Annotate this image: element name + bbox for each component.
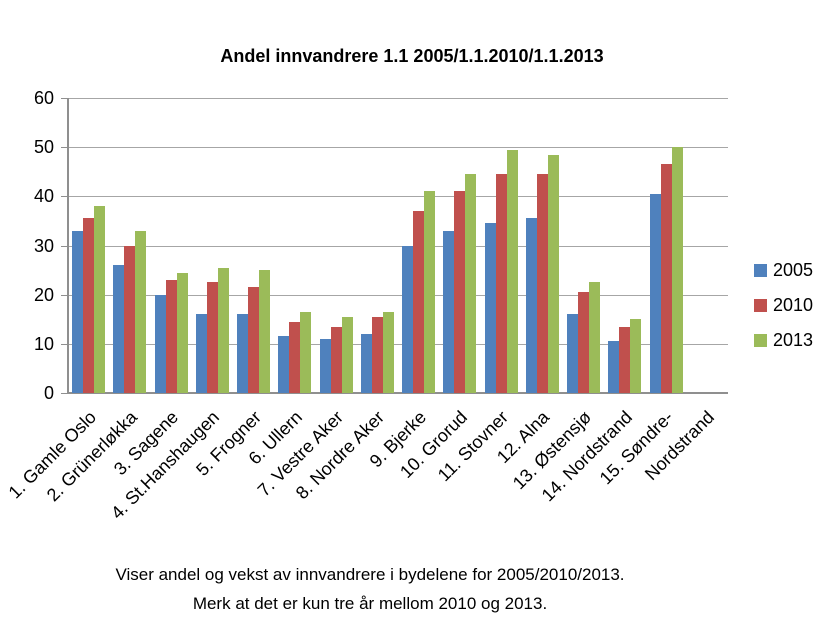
bar-2010-11-stovner	[495, 174, 507, 393]
bar-2005-10-grorud	[443, 230, 455, 393]
bar-2013-3-sagene	[176, 272, 188, 393]
bar-2010-15-søndre	[660, 164, 672, 393]
y-axis-tick-label: 60	[33, 88, 54, 108]
chart-caption: Viser andel og vekst av innvandrere i by…	[0, 560, 740, 618]
bar-2013-13-østensjø	[589, 282, 601, 393]
bar-2005-6-ullern	[278, 336, 290, 393]
gridline-40	[68, 196, 728, 198]
bar-2010-8-nordre-aker	[371, 316, 383, 393]
bar-2013-8-nordre-aker	[382, 311, 394, 393]
bar-2010-1-gamle-oslo	[83, 218, 95, 393]
legend-item-2013: 2013	[754, 330, 813, 350]
bar-2013-14-nordstrand	[630, 319, 642, 393]
gridline-60	[68, 98, 728, 99]
chart-title: Andel innvandrere 1.1 2005/1.1.2010/1.1.…	[220, 46, 604, 66]
legend-label-2013: 2013	[773, 330, 814, 350]
gridline-20	[68, 294, 728, 296]
bar-2005-2-grünerløkka	[113, 265, 125, 393]
y-axis-tick-label: 30	[33, 235, 54, 256]
bar-2005-7-vestre-aker	[319, 338, 331, 393]
y-axis-tick-mark	[61, 294, 68, 296]
bar-2010-5-frogner	[248, 287, 260, 393]
bar-2013-11-stovner	[506, 149, 518, 393]
y-axis-tick-mark	[61, 393, 68, 394]
y-axis-tick-label: 0	[43, 383, 54, 403]
bar-2010-14-nordstrand	[619, 326, 631, 393]
bar-2005-12-alna	[525, 218, 537, 393]
bar-2005-15-søndre	[649, 193, 661, 393]
y-axis-tick-mark	[61, 196, 68, 198]
bar-2005-4-st-hanshaugen	[195, 314, 207, 393]
caption-line-1: Viser andel og vekst av innvandrere i by…	[115, 565, 625, 584]
bar-2005-3-sagene	[154, 294, 166, 393]
bar-2010-7-vestre-aker	[330, 326, 342, 393]
y-axis-tick-mark	[61, 343, 68, 345]
legend-item-2005: 2005	[754, 260, 813, 280]
bar-2013-12-alna	[547, 154, 559, 393]
bar-2010-13-østensjø	[578, 292, 590, 393]
gridline-10	[68, 343, 728, 345]
bar-2013-7-vestre-aker	[341, 316, 353, 393]
bar-2013-6-ullern	[300, 311, 312, 393]
bar-2010-3-sagene	[165, 279, 177, 393]
y-axis-tick-label: 50	[33, 137, 54, 158]
bar-2013-15-søndre	[671, 147, 683, 393]
bar-2013-10-grorud	[465, 174, 477, 393]
x-axis-line	[67, 392, 728, 394]
bar-2005-1-gamle-oslo	[72, 230, 84, 393]
bar-2013-5-frogner	[259, 270, 271, 393]
bar-2010-9-bjerke	[413, 211, 425, 393]
bar-2005-5-frogner	[237, 314, 249, 393]
bar-2010-2-grünerløkka	[124, 245, 136, 393]
legend-swatch-2005	[754, 263, 767, 277]
legend-label-2010: 2010	[773, 295, 814, 315]
bar-2005-8-nordre-aker	[360, 334, 372, 393]
y-axis-tick-mark	[61, 98, 68, 99]
legend: 2005 2010 2013	[754, 260, 813, 365]
y-axis-tick-mark	[61, 245, 68, 247]
bar-2013-2-grünerløkka	[135, 230, 147, 393]
bar-2013-9-bjerke	[424, 191, 436, 393]
bar-2005-14-nordstrand	[608, 341, 620, 393]
gridline-50	[68, 147, 728, 149]
bar-2005-11-stovner	[484, 223, 496, 393]
bar-2010-4-st-hanshaugen	[206, 282, 218, 393]
bar-2005-9-bjerke	[402, 245, 414, 393]
bar-2010-6-ullern	[289, 321, 301, 393]
bar-2010-10-grorud	[454, 191, 466, 393]
legend-swatch-2010	[754, 298, 767, 312]
y-axis-tick-label: 10	[33, 333, 54, 354]
y-axis-tick-mark	[61, 147, 68, 149]
y-axis-tick-label: 20	[33, 284, 54, 305]
legend-swatch-2013	[754, 333, 767, 347]
gridline-30	[68, 245, 728, 247]
y-axis-tick-label: 40	[33, 186, 54, 207]
caption-line-2: Merk at det er kun tre år mellom 2010 og…	[192, 594, 548, 613]
bar-2013-4-st-hanshaugen	[217, 267, 229, 393]
legend-label-2005: 2005	[773, 260, 814, 280]
legend-item-2010: 2010	[754, 295, 813, 315]
bar-2005-13-østensjø	[567, 314, 579, 393]
bar-2010-12-alna	[536, 174, 548, 393]
bar-2013-1-gamle-oslo	[94, 206, 106, 393]
y-axis-line	[67, 98, 69, 393]
